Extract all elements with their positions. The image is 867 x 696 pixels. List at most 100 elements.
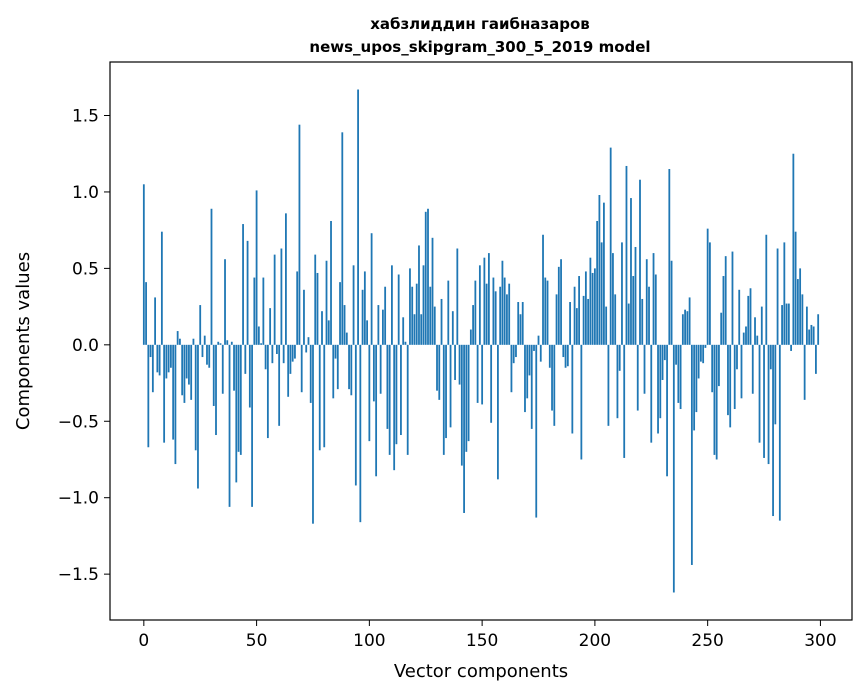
bar-component-6 xyxy=(156,344,159,373)
bar-component-168 xyxy=(521,302,524,345)
bar-component-253 xyxy=(713,344,716,455)
bar-component-36 xyxy=(224,259,226,345)
bar-component-24 xyxy=(197,344,199,489)
bar-component-76 xyxy=(314,254,317,345)
bar-component-54 xyxy=(264,344,267,370)
bar-component-121 xyxy=(415,283,418,345)
bar-component-34 xyxy=(219,343,222,345)
y-tick-label: −1.0 xyxy=(58,489,99,509)
bar-component-284 xyxy=(783,242,786,345)
bar-component-27 xyxy=(203,335,206,345)
bar-component-265 xyxy=(740,344,743,399)
bar-component-32 xyxy=(215,344,217,436)
bar-component-261 xyxy=(731,251,734,345)
bar-component-186 xyxy=(562,344,565,358)
bar-component-33 xyxy=(217,341,220,345)
bar-component-101 xyxy=(370,233,373,345)
bar-component-169 xyxy=(524,344,526,413)
bar-component-256 xyxy=(720,312,723,345)
bar-component-61 xyxy=(280,248,283,345)
bar-component-278 xyxy=(769,344,772,370)
bar-component-195 xyxy=(582,295,585,345)
bar-component-9 xyxy=(163,344,166,443)
bar-component-277 xyxy=(767,344,770,465)
bar-component-288 xyxy=(792,153,795,345)
x-tick-label: 100 xyxy=(353,631,385,651)
bar-component-182 xyxy=(553,344,556,426)
bar-component-193 xyxy=(578,276,580,345)
bar-component-51 xyxy=(257,326,260,345)
bar-component-97 xyxy=(361,289,364,345)
bar-component-64 xyxy=(287,344,290,397)
bar-component-144 xyxy=(467,344,470,442)
x-axis-label: Vector components xyxy=(394,661,568,682)
bar-component-15 xyxy=(176,331,179,345)
bar-component-231 xyxy=(663,344,666,361)
bar-component-252 xyxy=(711,344,714,393)
bar-component-120 xyxy=(413,314,416,345)
bar-component-187 xyxy=(564,344,567,368)
bar-component-274 xyxy=(760,306,763,345)
bar-component-37 xyxy=(226,340,229,345)
bar-component-84 xyxy=(332,344,335,399)
bar-component-176 xyxy=(539,344,542,362)
bar-component-294 xyxy=(805,306,808,345)
bar-component-7 xyxy=(158,344,161,376)
bar-component-98 xyxy=(363,271,366,345)
bar-component-290 xyxy=(796,279,799,345)
bar-component-244 xyxy=(693,344,696,431)
bar-component-258 xyxy=(724,256,727,345)
bar-component-38 xyxy=(228,344,231,507)
bar-component-152 xyxy=(485,283,488,345)
bar-component-89 xyxy=(343,305,346,345)
bar-component-60 xyxy=(278,344,281,426)
bar-component-147 xyxy=(474,280,477,345)
bar-component-218 xyxy=(634,246,637,345)
bar-component-28 xyxy=(206,344,208,365)
bar-component-230 xyxy=(661,344,664,380)
bar-component-88 xyxy=(341,132,344,345)
bar-component-112 xyxy=(395,344,398,445)
bar-component-242 xyxy=(688,297,691,345)
bar-component-191 xyxy=(573,286,576,345)
bar-component-140 xyxy=(458,344,461,385)
bar-component-264 xyxy=(738,289,741,345)
bar-component-123 xyxy=(420,314,423,345)
bar-component-185 xyxy=(560,259,562,345)
bar-component-260 xyxy=(729,344,732,428)
bar-component-73 xyxy=(307,337,310,345)
bar-component-62 xyxy=(282,344,285,364)
y-tick-label: −0.5 xyxy=(58,412,99,432)
bar-component-167 xyxy=(519,314,522,345)
bar-component-23 xyxy=(194,344,197,451)
x-tick-label: 250 xyxy=(691,631,723,651)
bar-component-106 xyxy=(381,309,384,345)
bar-component-95 xyxy=(357,89,359,345)
bar-component-271 xyxy=(754,317,756,345)
x-axis-ticks: 0 50 100 150 200 250 300 xyxy=(138,620,837,651)
bar-component-249 xyxy=(704,344,707,348)
bar-component-17 xyxy=(181,344,184,396)
bar-component-237 xyxy=(677,344,680,403)
bar-component-125 xyxy=(424,211,427,345)
bar-component-297 xyxy=(812,326,815,345)
bar-component-3 xyxy=(149,344,152,358)
bar-component-180 xyxy=(548,344,551,368)
bar-component-273 xyxy=(758,344,761,443)
bar-component-126 xyxy=(427,208,429,345)
bar-component-174 xyxy=(535,344,538,518)
y-axis-label: Components values xyxy=(13,252,34,430)
bar-component-269 xyxy=(749,288,752,345)
bar-component-146 xyxy=(472,305,474,345)
bar-component-117 xyxy=(406,344,409,455)
x-tick-label: 300 xyxy=(804,631,836,651)
bar-component-208 xyxy=(612,253,614,345)
bar-component-203 xyxy=(600,242,603,345)
bar-component-196 xyxy=(584,271,587,345)
bar-component-70 xyxy=(300,344,303,393)
bar-component-285 xyxy=(785,303,788,345)
bar-component-149 xyxy=(478,265,481,345)
bar-component-246 xyxy=(697,344,700,379)
bar-component-211 xyxy=(618,344,621,371)
